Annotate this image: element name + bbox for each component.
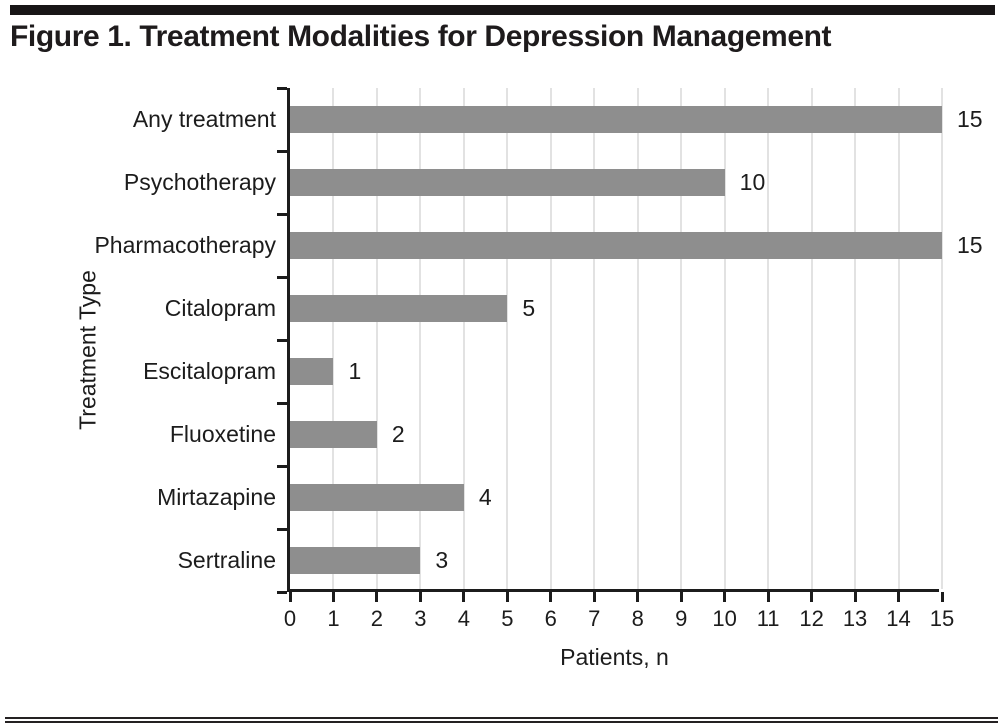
value-label: 1 [348, 358, 362, 384]
value-label: 15 [957, 232, 983, 258]
x-tick-label: 3 [414, 606, 427, 631]
x-tick-label: 5 [501, 606, 514, 631]
bottom-rule [5, 717, 998, 723]
category-label: Any treatment [132, 106, 276, 132]
gridline [810, 88, 813, 589]
x-tick-label: 0 [283, 606, 297, 631]
category-label: Pharmacotherapy [94, 232, 276, 258]
y-tick-mark [277, 464, 287, 468]
gridline [854, 88, 857, 589]
value-label: 2 [391, 421, 405, 447]
x-tick-label: 1 [327, 606, 340, 631]
y-axis-title: Treatment Type [74, 270, 101, 430]
bar [290, 295, 508, 322]
x-tick-label: 10 [712, 606, 737, 631]
x-tick-mark [766, 592, 770, 602]
y-tick-mark [277, 401, 287, 405]
x-tick-label: 7 [588, 606, 601, 631]
x-tick-label: 11 [756, 606, 780, 631]
value-label: 5 [522, 295, 536, 321]
x-tick-mark [505, 592, 509, 602]
category-label: Citalopram [164, 295, 276, 321]
category-label: Sertraline [177, 547, 276, 573]
y-tick-mark [277, 527, 287, 531]
y-tick-mark [277, 86, 287, 90]
bar [290, 106, 942, 133]
x-tick-mark [549, 592, 553, 602]
gridline [462, 88, 465, 589]
figure-title: Figure 1. Treatment Modalities for Depre… [10, 20, 832, 53]
bar [290, 421, 377, 448]
gridline [332, 88, 335, 589]
x-tick-label: 15 [929, 606, 955, 631]
x-tick-mark [897, 592, 901, 602]
y-tick-mark [277, 338, 287, 342]
x-tick-mark [636, 592, 640, 602]
y-tick-mark [277, 212, 287, 216]
y-tick-mark [277, 590, 287, 594]
x-tick-mark [288, 592, 292, 602]
x-tick-label: 4 [457, 606, 470, 631]
x-tick-label: 2 [370, 606, 384, 631]
gridline [723, 88, 726, 589]
category-label: Escitalopram [143, 358, 276, 384]
bar [290, 547, 421, 574]
x-tick-mark [462, 592, 466, 602]
x-tick-mark [679, 592, 683, 602]
gridline [593, 88, 596, 589]
value-label: 3 [435, 547, 449, 573]
bar [290, 232, 942, 259]
x-tick-mark [592, 592, 596, 602]
gridline [767, 88, 770, 589]
gridline [549, 88, 552, 589]
plot-area: Patients, n 0 1 2 3 4 5 6 7 8 9 10 11 12 13 14 15 Any tr… [94, 86, 983, 670]
x-tick-mark [375, 592, 379, 602]
x-tick-mark [418, 592, 422, 602]
x-axis-title: Patients, n [560, 644, 669, 670]
x-tick-mark [810, 592, 814, 602]
bar [290, 169, 725, 196]
gridline [506, 88, 509, 589]
category-label: Fluoxetine [169, 421, 276, 447]
x-tick-mark [940, 592, 944, 602]
gridline [897, 88, 900, 589]
value-label: 4 [478, 484, 492, 510]
x-tick-label: 6 [544, 606, 557, 631]
value-label: 10 [739, 169, 766, 195]
gridline [680, 88, 683, 589]
bar [290, 484, 464, 511]
gridline [941, 88, 943, 589]
category-label: Mirtazapine [157, 484, 276, 510]
x-tick-label: 12 [799, 606, 824, 631]
gridline [375, 88, 378, 589]
y-tick-mark [277, 149, 287, 153]
x-tick-label: 8 [631, 606, 644, 631]
top-rule [10, 5, 995, 15]
gridline [419, 88, 422, 589]
value-label: 15 [957, 106, 983, 132]
x-tick-mark [331, 592, 335, 602]
gridline [636, 88, 639, 589]
bar [290, 358, 334, 385]
x-tick-mark [723, 592, 727, 602]
x-tick-label: 13 [842, 606, 868, 631]
x-tick-label: 9 [675, 606, 688, 631]
x-tick-mark [853, 592, 857, 602]
category-label: Psychotherapy [123, 169, 276, 195]
x-tick-label: 14 [886, 606, 911, 631]
y-tick-mark [277, 275, 287, 279]
